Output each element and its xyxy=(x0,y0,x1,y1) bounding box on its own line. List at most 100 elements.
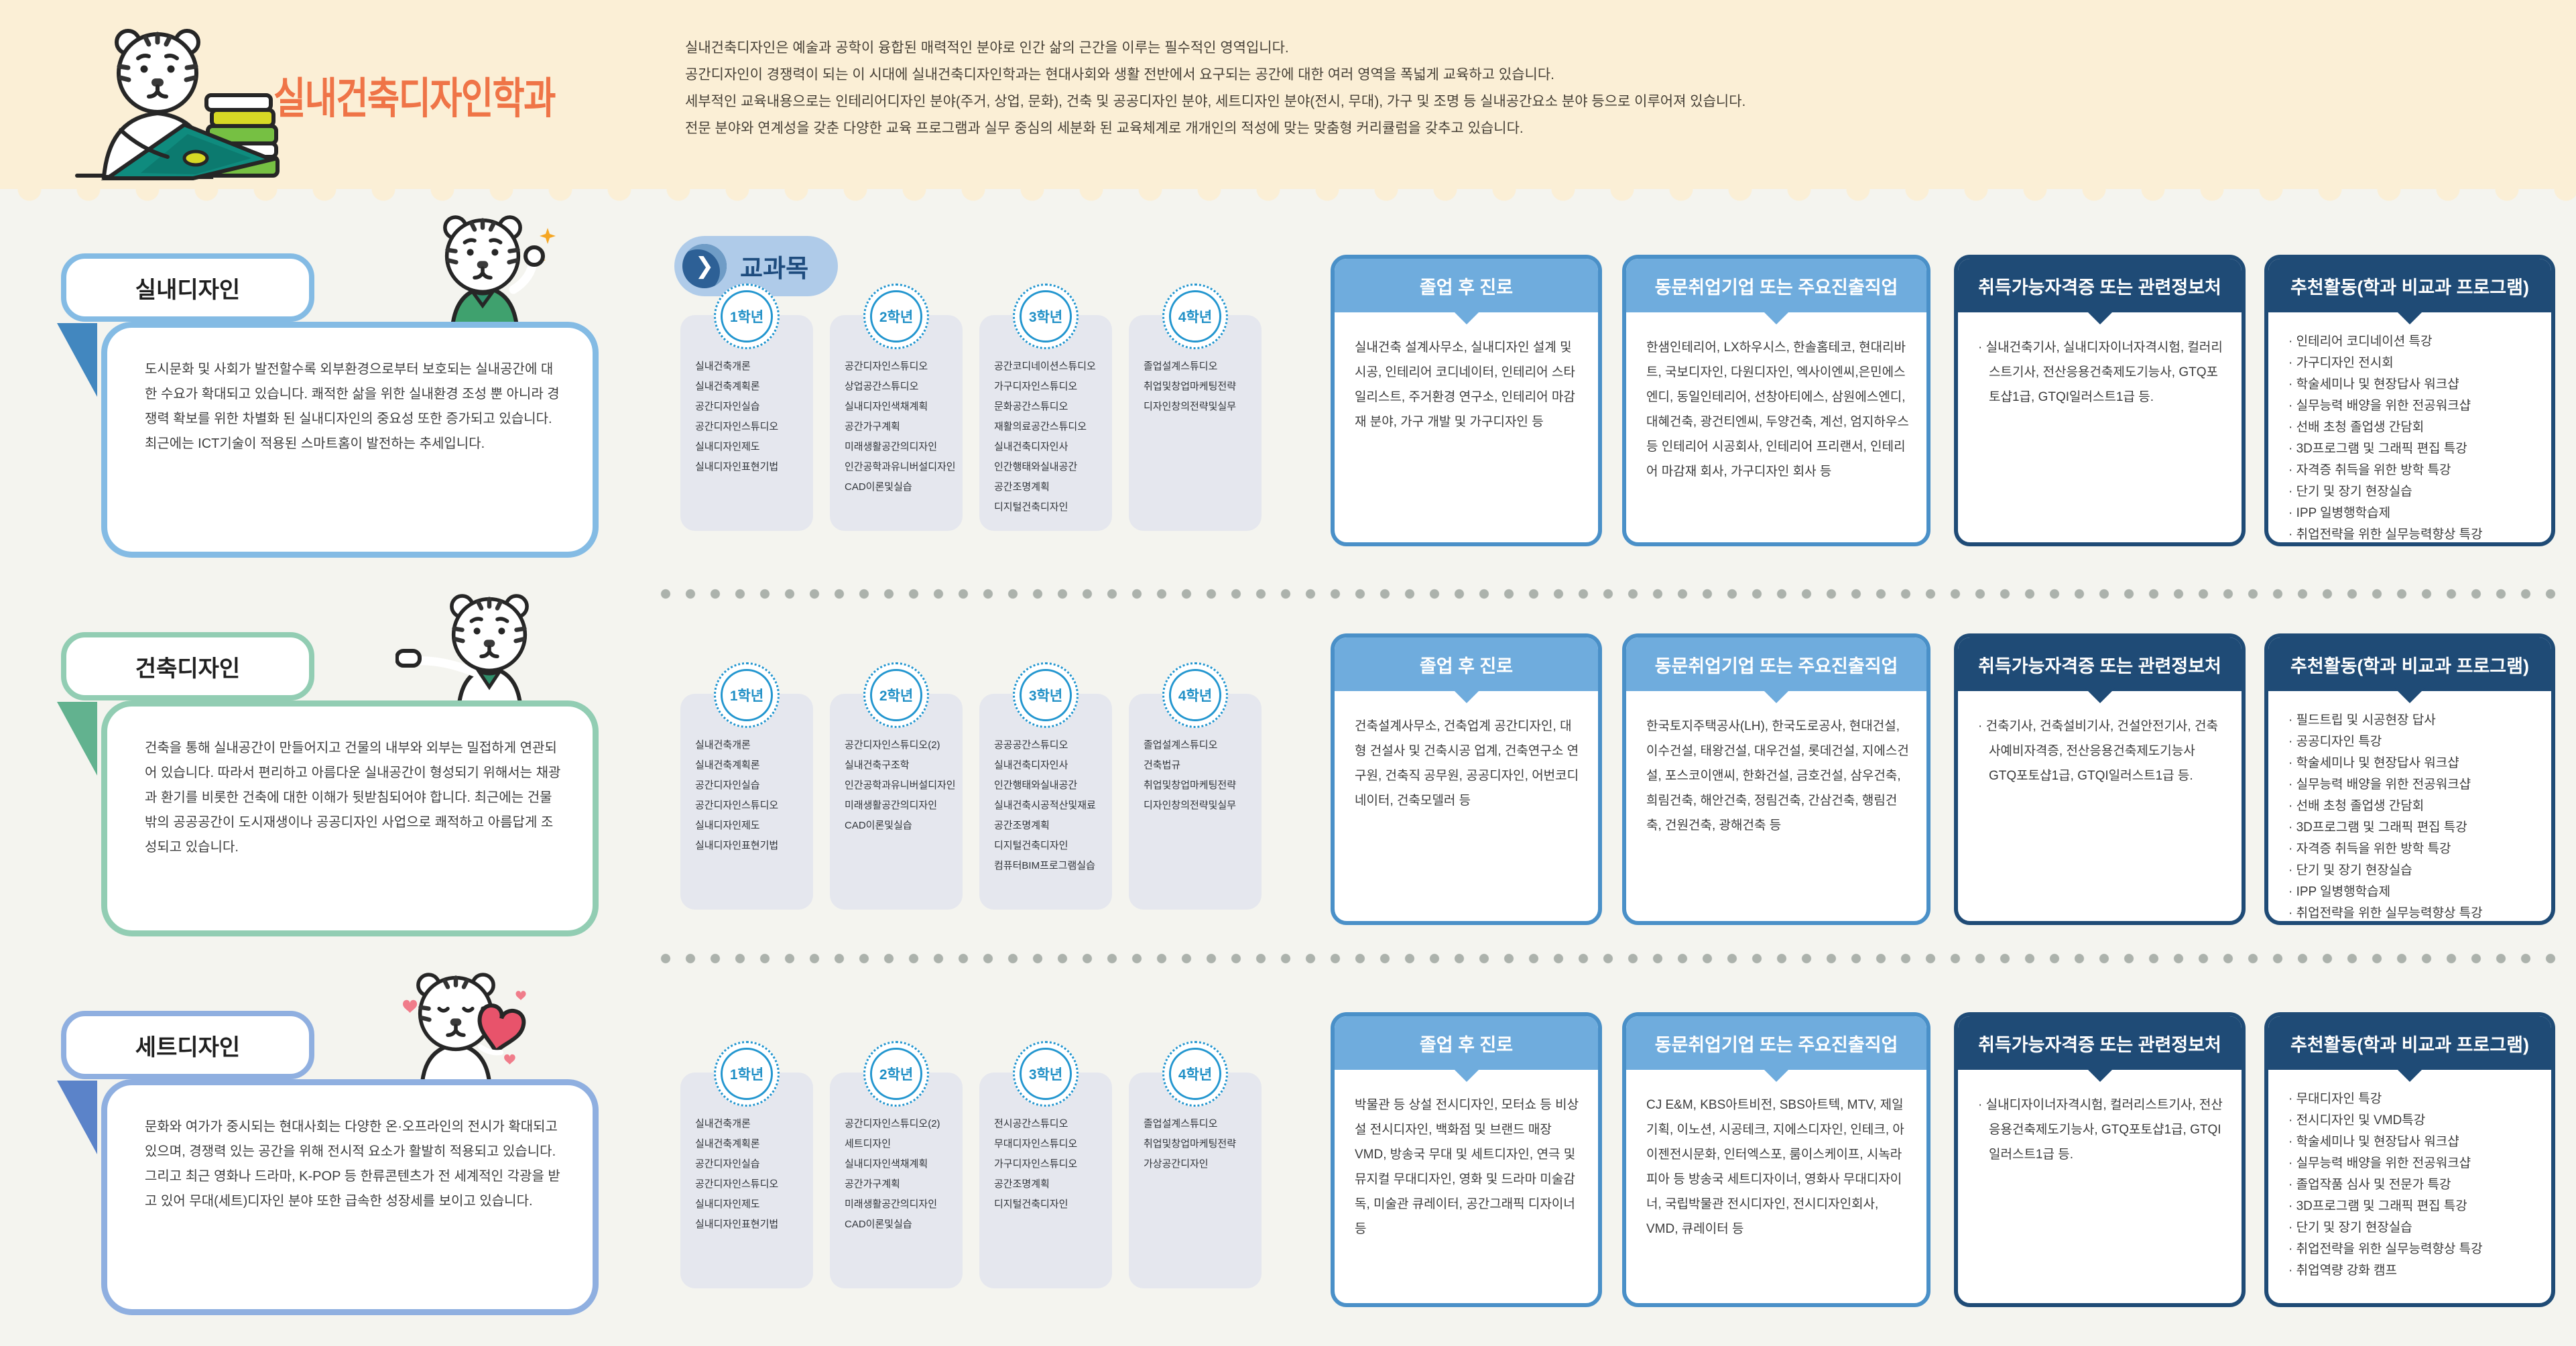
section-description: 문화와 여가가 중시되는 현대사회는 다양한 온·오프라인의 전시가 확대되고 … xyxy=(101,1079,599,1315)
year-card-3: 3학년 전시공간스튜디오 무대디자인스튜디오 가구디자인스튜디오 공간조명계획 디지털건… xyxy=(979,1041,1112,1288)
section-architecture-design: 건축디자인 건축을 통해 실내공간이 만들어지고 건물의 내부와 외부는 밀접하… xyxy=(0,594,2576,942)
activity-item: · 학술세미나 및 현장답사 워크샵 xyxy=(2288,1135,2459,1149)
year-card-3: 3학년 공공공간스튜디오 실내건축디자인사 인간행태와실내공간 실내건축시공적산및재료… xyxy=(979,662,1112,910)
curriculum-years: 1학년 실내건축개론 실내건축계획론 공간디자인실습 공간디자인스튜디오 실내디자인제도… xyxy=(680,1005,1262,1288)
certificate-item: · 실내디자이너자격시험, 컬러리스트기사, 전산응용건축제도기능사, GTQ포… xyxy=(1978,1098,2223,1162)
activity-item: · 실무능력 배양을 위한 전공워크샵 xyxy=(2288,1156,2471,1170)
course-item: 실내디자인표현기법 xyxy=(695,840,779,851)
year-badge: 3학년 xyxy=(1013,662,1079,728)
course-item: 실내디자인제도 xyxy=(695,820,760,831)
course-item: 졸업설계스튜디오 xyxy=(1144,1118,1218,1129)
section-title-label: 실내디자인 xyxy=(135,277,241,303)
year-badge: 3학년 xyxy=(1013,1041,1079,1107)
activity-item: · IPP 일병행학습제 xyxy=(2288,506,2391,520)
activity-item: · 취업전략을 위한 실무능력향상 특강 xyxy=(2288,906,2483,920)
course-item: 컴퓨터BIM프로그램실습 xyxy=(994,860,1095,871)
year-badge: 1학년 xyxy=(714,284,780,349)
activity-item: · 취업전략을 위한 실무능력향상 특강 xyxy=(2288,528,2483,542)
certificates-box: 취득가능자격증 또는 관련정보처 · 실내건축기사, 실내디자이너자격시험, 컬… xyxy=(1954,255,2246,546)
activities-box-body: · 인테리어 코디네이션 특강 · 가구디자인 전시회 · 학술세미나 및 현장답사… xyxy=(2268,312,2551,542)
course-list: 공간디자인스튜디오 상업공간스튜디오 실내디자인색채계획 공간가구계획 미래생활공간의디… xyxy=(845,357,957,497)
section-title-interior: 실내디자인 xyxy=(61,253,314,322)
course-item: 무대디자인스튜디오 xyxy=(994,1138,1078,1150)
course-list: 공간디자인스튜디오(2) 세트디자인 실내디자인색채계획 공간가구계획 미래생활공간의디… xyxy=(845,1114,957,1235)
year-card-2: 2학년 공간디자인스튜디오 상업공간스튜디오 실내디자인색채계획 공간가구계획 미래생활… xyxy=(830,284,963,531)
activity-item: · 학술세미나 및 현장답사 워크샵 xyxy=(2288,377,2459,391)
activity-item: · 학술세미나 및 현장답사 워크샵 xyxy=(2288,756,2459,770)
activity-item: · 단기 및 장기 현장실습 xyxy=(2288,863,2412,877)
course-item: 공간조명계획 xyxy=(994,481,1050,493)
course-item: 공간디자인스튜디오 xyxy=(845,361,928,372)
course-item: 실내건축개론 xyxy=(695,361,751,372)
bubble-fold xyxy=(57,323,97,397)
activity-item: · IPP 일병행학습제 xyxy=(2288,885,2391,899)
activity-item: · 자격증 취득을 위한 방학 특강 xyxy=(2288,842,2451,856)
activities-box-body: · 필드트립 및 시공현장 답사 · 공공디자인 특강 · 학술세미나 및 현장답사… xyxy=(2268,691,2551,921)
course-item: 미래생활공간의디자인 xyxy=(845,441,938,452)
curriculum-years: 1학년 실내건축개론 실내건축계획론 공간디자인실습 공간디자인스튜디오 실내디자인제도… xyxy=(680,627,1262,910)
course-item: 공간디자인실습 xyxy=(695,1158,760,1170)
course-item: 공간디자인실습 xyxy=(695,401,760,412)
course-list: 실내건축개론 실내건축계획론 공간디자인실습 공간디자인스튜디오 실내디자인제도 실내디자… xyxy=(695,1114,808,1235)
activity-item: · 3D프로그램 및 그래픽 편집 특강 xyxy=(2288,820,2467,835)
course-item: 실내건축계획론 xyxy=(695,381,760,392)
bubble-fold xyxy=(57,702,97,776)
course-item: 미래생활공간의디자인 xyxy=(845,1199,938,1210)
bubble-fold xyxy=(57,1081,97,1154)
course-list: 졸업설계스튜디오 건축법규 취업및창업마케팅전략 디자인창의전략및실무 xyxy=(1144,735,1256,816)
course-item: 공간디자인스튜디오 xyxy=(695,421,779,432)
companies-box-body: 한샘인테리어, LX하우시스, 한솔홈테코, 현대리바트, 국보디자인, 다원디… xyxy=(1646,341,1909,479)
intro-line: 세부적인 교육내용으로는 인테리어디자인 분야(주거, 상업, 문화), 건축 … xyxy=(685,94,1746,109)
course-item: 재활의료공간스튜디오 xyxy=(994,421,1087,432)
activity-item: · 실무능력 배양을 위한 전공워크샵 xyxy=(2288,778,2471,792)
course-item: 디지털건축디자인 xyxy=(994,501,1068,513)
course-item: 실내건축개론 xyxy=(695,739,751,751)
companies-box: 동문취업기업 또는 주요진출직업 CJ E&M, KBS아트비전, SBS아트텍… xyxy=(1622,1012,1930,1307)
course-item: CAD이론및실습 xyxy=(845,481,912,493)
certificates-box-body: · 실내디자이너자격시험, 컬러리스트기사, 전산응용건축제도기능사, GTQ포… xyxy=(1958,1070,2242,1167)
activity-item: · 가구디자인 전시회 xyxy=(2288,356,2394,370)
certificates-box-header: 취득가능자격증 또는 관련정보처 xyxy=(1958,259,2242,312)
course-item: CAD이론및실습 xyxy=(845,820,912,831)
section-title-architecture: 건축디자인 xyxy=(61,632,314,700)
activity-item: · 전시디자인 및 VMD특강 xyxy=(2288,1113,2426,1127)
companies-box-header: 동문취업기업 또는 주요진출직업 xyxy=(1626,1016,1926,1070)
activity-item: · 무대디자인 특강 xyxy=(2288,1092,2382,1106)
course-list: 공간디자인스튜디오(2) 실내건축구조학 인간공학과유니버설디자인 미래생활공간의디자… xyxy=(845,735,957,836)
certificates-box: 취득가능자격증 또는 관련정보처 · 실내디자이너자격시험, 컬러리스트기사, … xyxy=(1954,1012,2246,1307)
course-item: 실내건축개론 xyxy=(695,1118,751,1129)
year-badge: 1학년 xyxy=(714,1041,780,1107)
year-card-4: 4학년 졸업설계스튜디오 건축법규 취업및창업마케팅전략 디자인창의전략및실무 xyxy=(1129,662,1262,910)
section-description: 건축을 통해 실내공간이 만들어지고 건물의 내부와 외부는 밀접하게 연관되어… xyxy=(101,700,599,936)
year-badge: 2학년 xyxy=(863,284,929,349)
year-card-1: 1학년 실내건축개론 실내건축계획론 공간디자인실습 공간디자인스튜디오 실내디자인제도… xyxy=(680,1041,813,1288)
tiger-heart-mascot-icon xyxy=(403,973,526,1082)
activities-box-header: 추천활동(학과 비교과 프로그램) xyxy=(2268,259,2551,312)
activities-box-header: 추천활동(학과 비교과 프로그램) xyxy=(2268,1016,2551,1070)
career-box-header: 졸업 후 진로 xyxy=(1335,259,1598,312)
section-title-set: 세트디자인 xyxy=(61,1011,314,1079)
row-separator xyxy=(660,589,2556,599)
activities-box: 추천활동(학과 비교과 프로그램) · 인테리어 코디네이션 특강 · 가구디자인… xyxy=(2264,255,2555,546)
course-item: 디자인창의전략및실무 xyxy=(1144,401,1237,412)
course-item: 실내디자인제도 xyxy=(695,441,760,452)
activity-item: · 단기 및 장기 현장실습 xyxy=(2288,485,2412,499)
course-item: 가상공간디자인 xyxy=(1144,1158,1209,1170)
section-title-label: 세트디자인 xyxy=(135,1034,241,1060)
year-badge: 3학년 xyxy=(1013,284,1079,349)
course-list: 졸업설계스튜디오 취업및창업마케팅전략 디자인창의전략및실무 xyxy=(1144,357,1256,417)
year-badge: 1학년 xyxy=(714,662,780,728)
course-item: 디자인창의전략및실무 xyxy=(1144,800,1237,811)
course-list: 실내건축개론 실내건축계획론 공간디자인실습 공간디자인스튜디오 실내디자인제도 실내디자… xyxy=(695,735,808,856)
chevron-right-icon: ❯ xyxy=(682,244,727,288)
year-card-4: 4학년 졸업설계스튜디오 취업및창업마케팅전략 가상공간디자인 xyxy=(1129,1041,1262,1288)
course-item: 실내건축시공적산및재료 xyxy=(994,800,1096,811)
course-item: 공간디자인스튜디오(2) xyxy=(845,1118,940,1129)
section-description: 도시문화 및 사회가 발전할수록 외부환경으로부터 보호되는 실내공간에 대한 … xyxy=(101,322,599,558)
course-item: 미래생활공간의디자인 xyxy=(845,800,938,811)
year-card-1: 1학년 실내건축개론 실내건축계획론 공간디자인실습 공간디자인스튜디오 실내디자인제도… xyxy=(680,662,813,910)
section-title-label: 건축디자인 xyxy=(135,656,241,682)
course-item: 졸업설계스튜디오 xyxy=(1144,739,1218,751)
companies-box: 동문취업기업 또는 주요진출직업 한국토지주택공사(LH), 한국도로공사, 현… xyxy=(1622,633,1930,925)
